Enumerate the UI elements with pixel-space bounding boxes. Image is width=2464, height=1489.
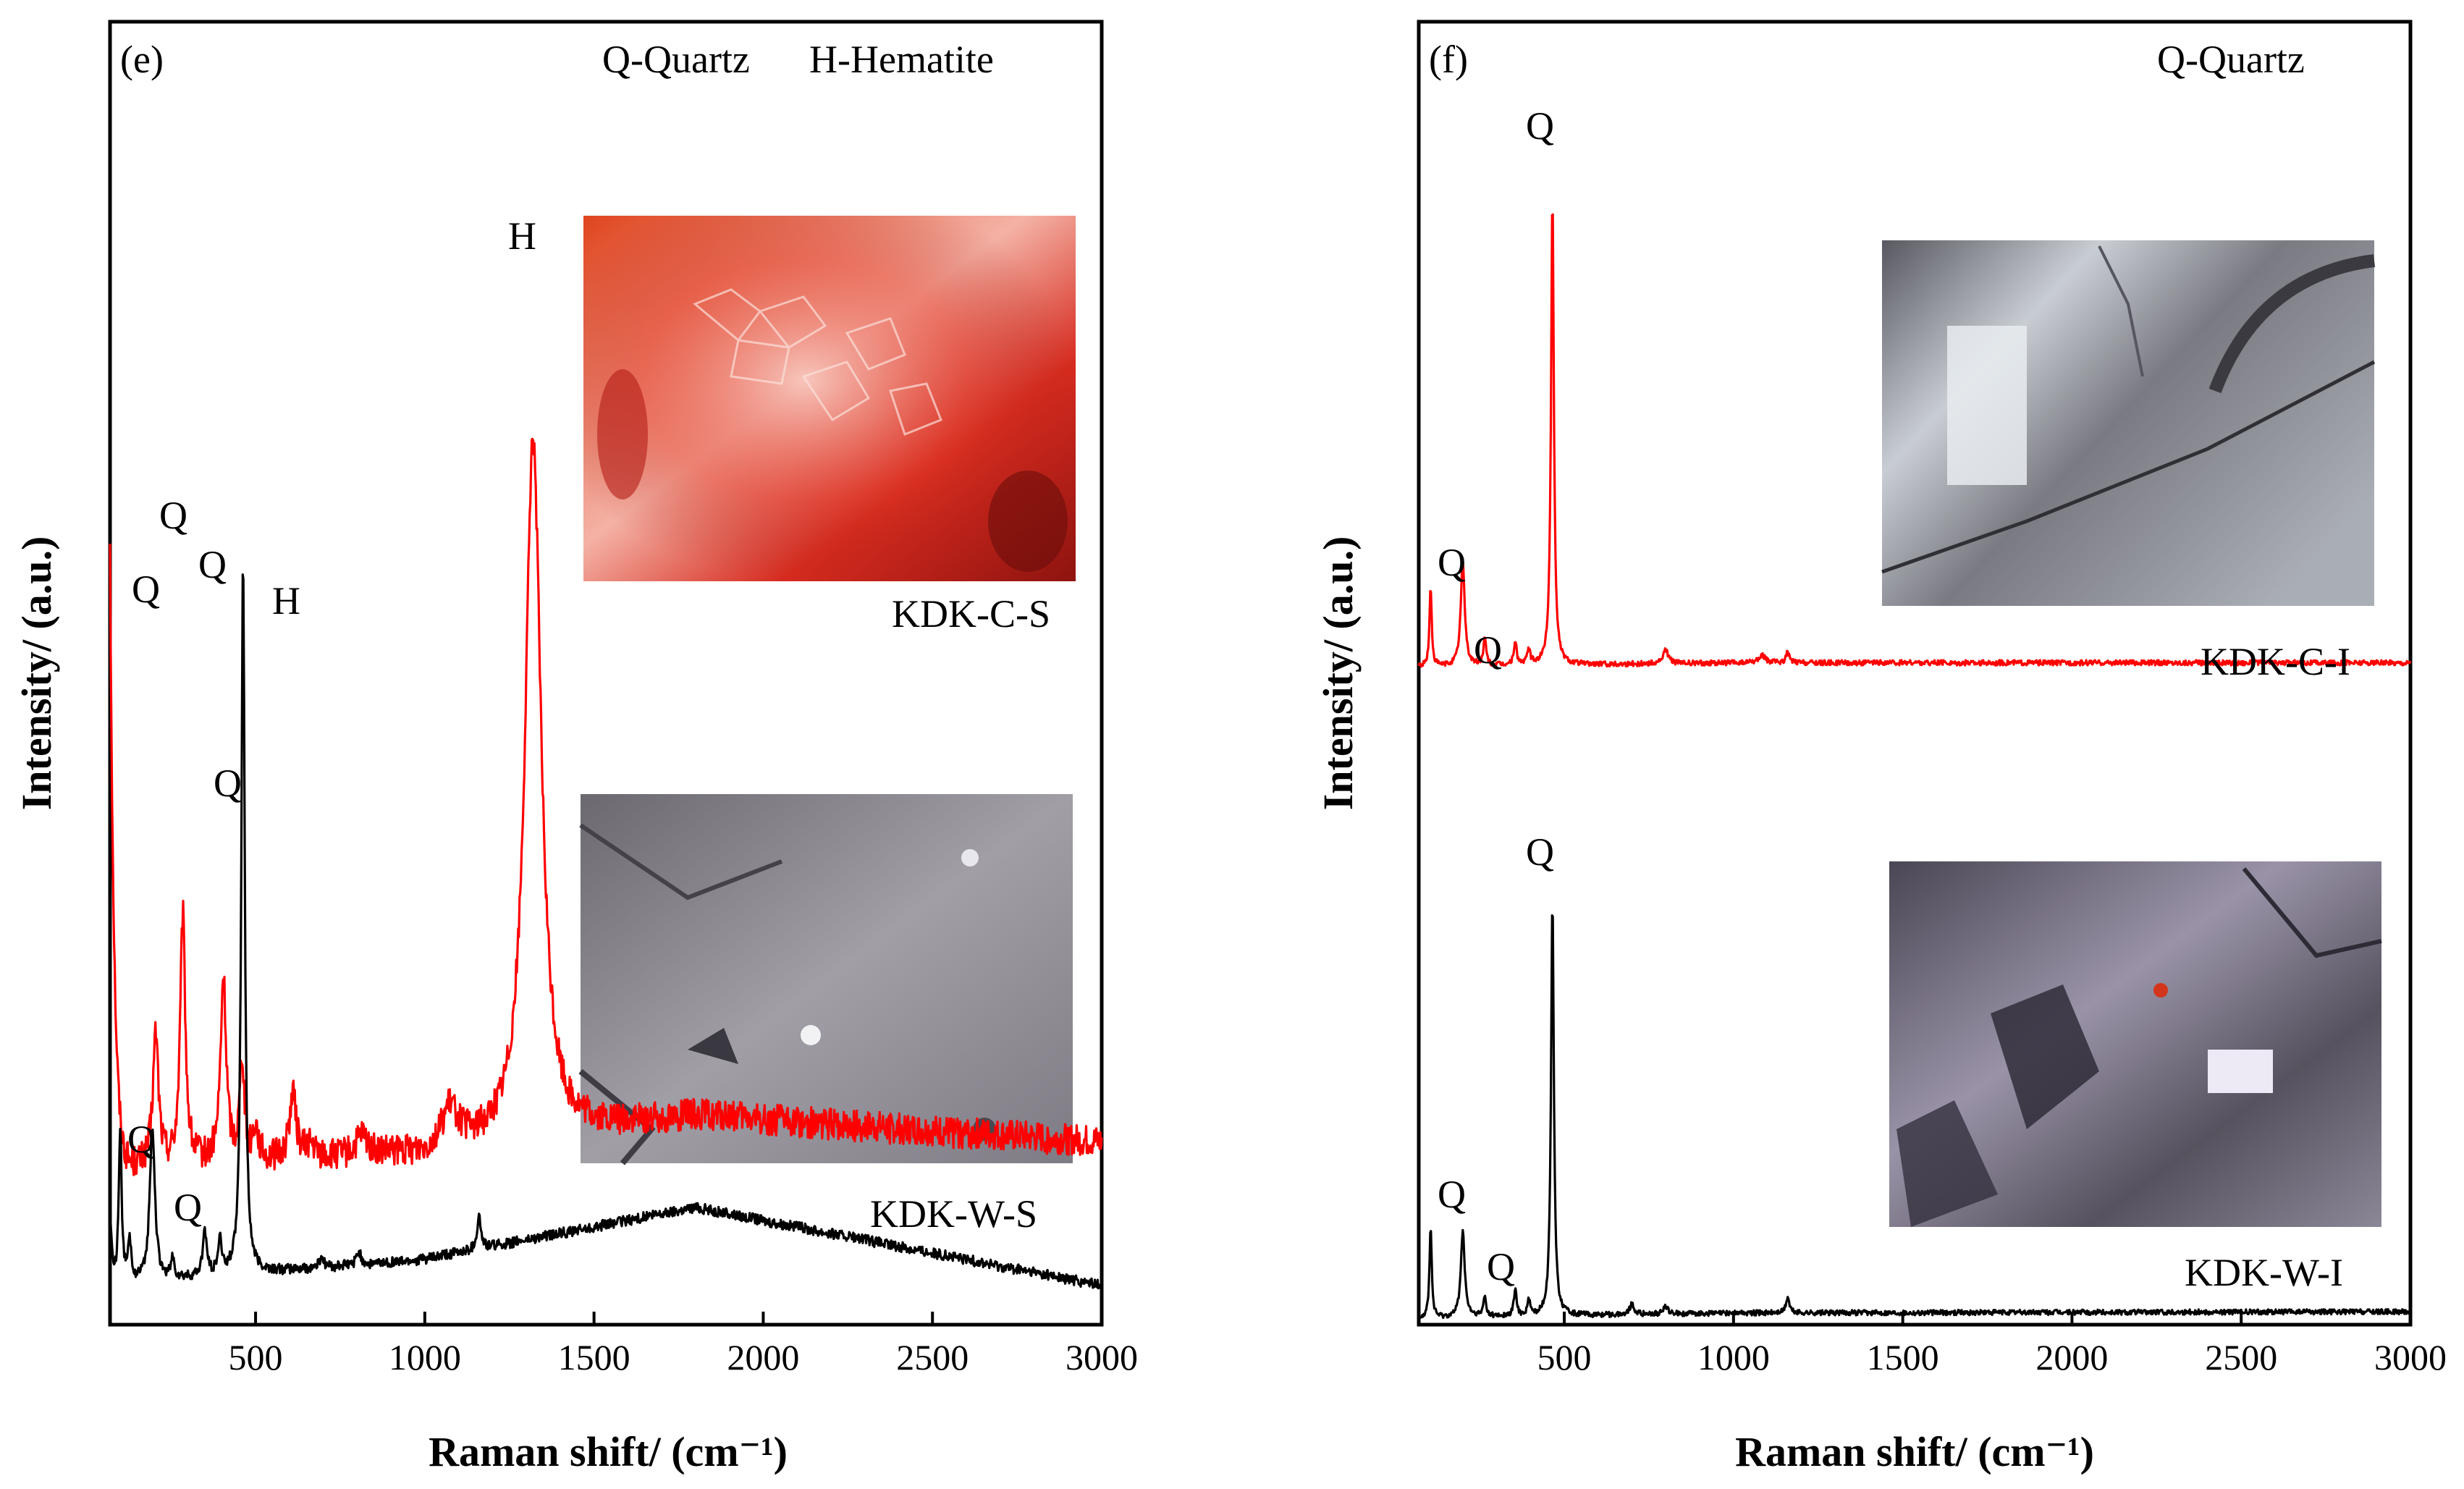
peak-label-f-q6: Q	[1526, 830, 1554, 874]
x-tick-label-f-2500: 2500	[2205, 1337, 2277, 1378]
x-tick-label-e-1500: 1500	[558, 1337, 630, 1378]
peak-label-f-q1: Q	[1438, 541, 1466, 584]
peak-label-e-q6: Q	[214, 762, 242, 805]
x-tick-label-f-1500: 1500	[1867, 1337, 1939, 1378]
series-label-kdk-w-s: KDK-W-S	[870, 1192, 1037, 1236]
plot-frame-f	[1417, 20, 2413, 1327]
x-axis-e: 500 1000 1500 2000 2500 3000	[229, 1312, 1138, 1378]
y-axis-label-f: Intensity/ (a.u.)	[1315, 536, 1362, 811]
series-label-kdk-w-i: KDK-W-I	[2185, 1251, 2343, 1294]
series-label-kdk-c-s: KDK-C-S	[892, 592, 1050, 636]
x-tick-label-f-500: 500	[1537, 1337, 1592, 1378]
x-tick-label-f-2000: 2000	[2035, 1337, 2108, 1378]
x-tick-label-e-2500: 2500	[896, 1337, 969, 1378]
x-tick-label-e-500: 500	[229, 1337, 283, 1378]
x-axis-f: 500 1000 1500 2000 2500 3000	[1537, 1312, 2447, 1378]
peak-label-f-q2: Q	[1474, 628, 1502, 672]
panel-f: 500 1000 1500 2000 2500 3000 (f) Q-Quartz KDK…	[1315, 20, 2447, 1475]
legend-quartz-e: Q-Quartz	[602, 38, 750, 81]
panel-label-f: (f)	[1429, 38, 1468, 81]
peak-label-e-h2: H	[508, 214, 536, 258]
panel-label-e: (e)	[120, 38, 164, 81]
peak-label-e-q5: Q	[174, 1186, 202, 1229]
peak-label-f-q3: Q	[1526, 104, 1554, 148]
x-tick-label-f-3000: 3000	[2374, 1337, 2447, 1378]
quartz-micrograph-w-s	[578, 794, 1073, 1165]
x-axis-label-f: Raman shift/ (cm⁻¹)	[1735, 1428, 2094, 1475]
quartz-micrograph-c-i	[1881, 240, 2376, 606]
x-tick-label-e-1000: 1000	[389, 1337, 461, 1378]
hematite-micrograph	[583, 216, 1076, 581]
peak-label-e-q3: Q	[198, 543, 227, 586]
peak-label-e-q4: Q	[127, 1118, 156, 1161]
legend-hematite-e: H-Hematite	[809, 38, 994, 81]
x-tick-label-f-1000: 1000	[1697, 1337, 1770, 1378]
legend-quartz-f: Q-Quartz	[2157, 38, 2305, 81]
y-axis-label-e: Intensity/ (a.u.)	[13, 536, 60, 811]
panel-e: 500 1000 1500 2000 2500 3000 (e) Q-Quartz H-H…	[13, 20, 1138, 1475]
spectrum-kdk-w-s	[109, 573, 1103, 1291]
spectrum-kdk-w-i	[1418, 914, 2412, 1320]
quartz-micrograph-w-i	[1889, 861, 2382, 1227]
x-tick-label-e-3000: 3000	[1066, 1337, 1138, 1378]
x-axis-label-e: Raman shift/ (cm⁻¹)	[429, 1428, 788, 1475]
peak-label-f-q5: Q	[1487, 1245, 1515, 1288]
peak-label-f-q4: Q	[1438, 1173, 1466, 1216]
peak-label-e-q1: Q	[132, 568, 160, 611]
spectrum-kdk-c-i	[1417, 213, 2412, 668]
x-tick-label-e-2000: 2000	[727, 1337, 799, 1378]
series-label-kdk-c-i: KDK-C-I	[2201, 640, 2350, 683]
peak-label-e-h1: H	[272, 579, 300, 623]
spectrum-kdk-c-s	[109, 437, 1103, 1176]
peak-label-e-q2: Q	[159, 494, 187, 537]
